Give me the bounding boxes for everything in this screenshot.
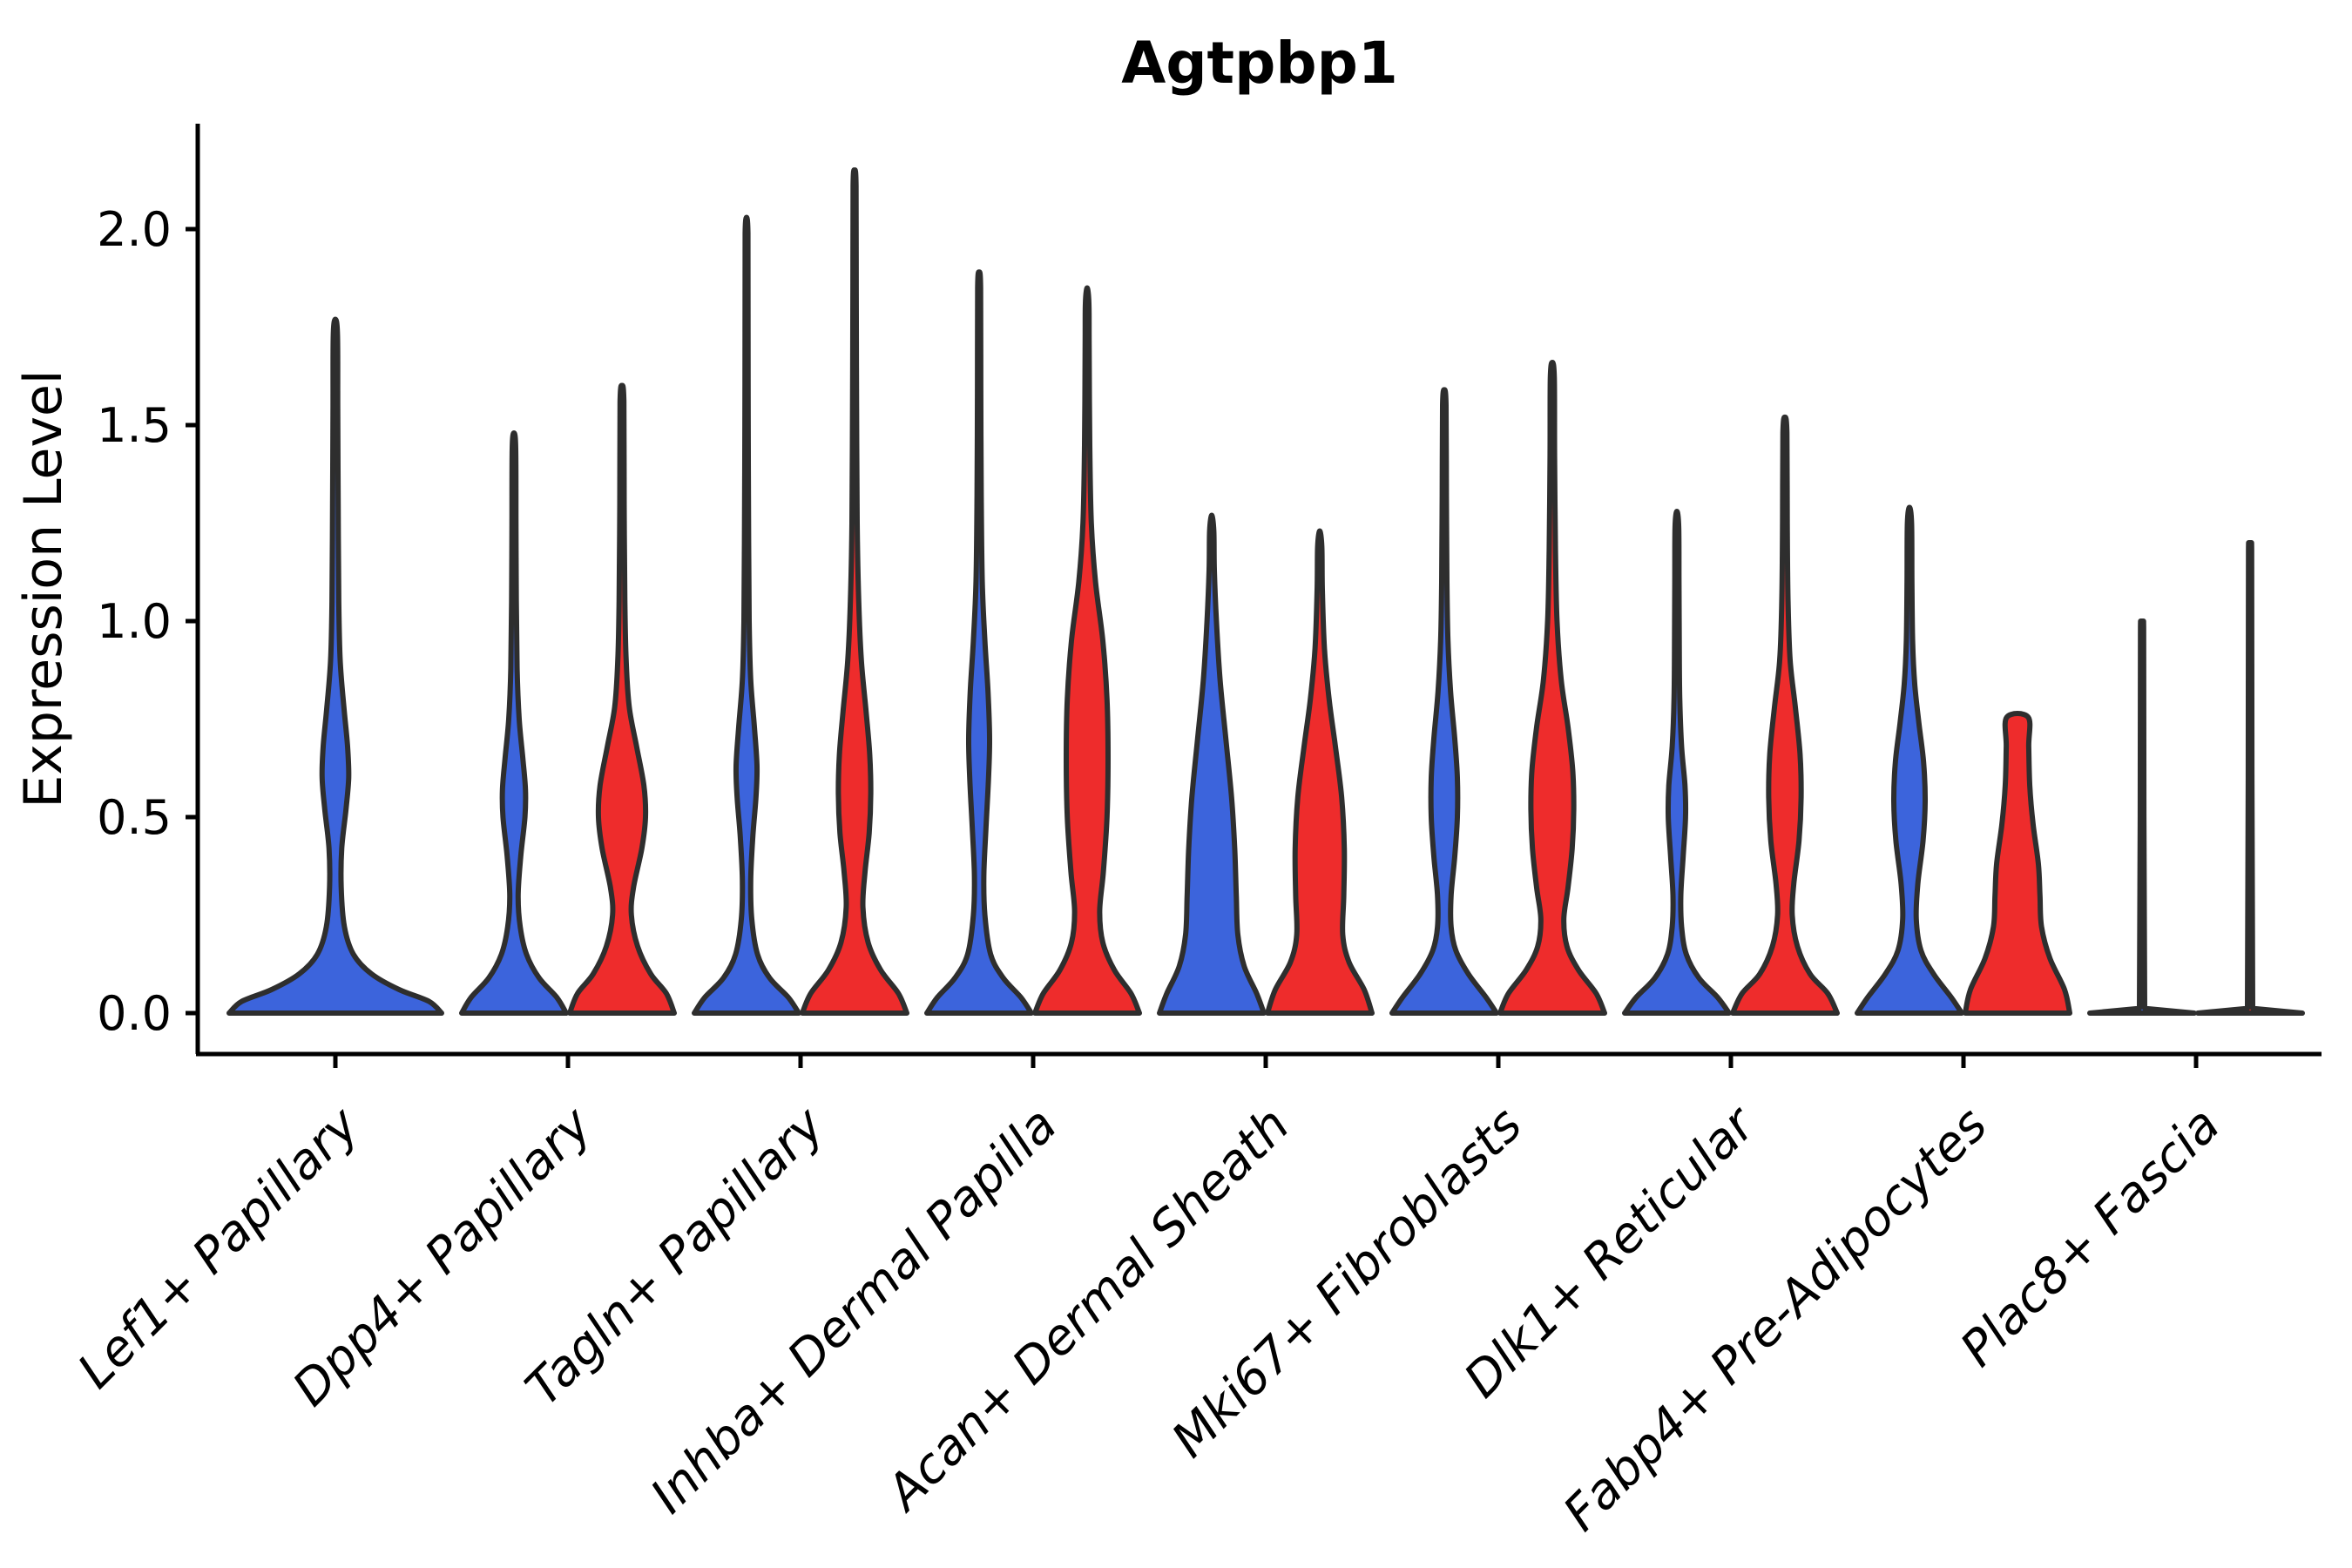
- violin-blue-dpp4-papillary: [459, 430, 569, 1016]
- x-tick-label-acan-dermal-sheath: Acan+ Dermal Sheath: [875, 1097, 1301, 1523]
- violin-red-mki67-fibroblasts: [1497, 360, 1607, 1016]
- violin-blue-dlk1-reticular: [1622, 509, 1732, 1016]
- y-tick-label-2.0: 2.0: [97, 202, 172, 257]
- y-axis-label: Expression Level: [13, 369, 74, 808]
- violin-red-acan-dermal-sheath: [1265, 528, 1375, 1016]
- violin-red-dlk1-reticular: [1730, 414, 1840, 1016]
- violin-blue-acan-dermal-sheath: [1157, 512, 1267, 1016]
- violin-red-dpp4-papillary: [567, 382, 677, 1016]
- violin-blue-inhba-dermal-papilla: [924, 269, 1034, 1016]
- violin-blue-plac8-fascia: [2087, 618, 2197, 1016]
- violin-red-plac8-fascia: [2195, 540, 2305, 1016]
- violin-blue-tagln-papillary: [692, 214, 801, 1016]
- x-tick-label-inhba-dermal-papilla: Inhba+ Dermal Papilla: [640, 1097, 1068, 1524]
- y-tick-label-1.0: 1.0: [97, 594, 172, 649]
- violin-red-tagln-papillary: [800, 167, 909, 1016]
- x-tick-label-fabp4-pre-adipocytes: Fabp4+ Pre-Adipocytes: [1553, 1097, 1998, 1542]
- violin-blue-lef1-papillary: [226, 316, 444, 1016]
- violin-blue-fabp4-pre-adipocytes: [1855, 504, 1964, 1016]
- y-tick-label-0.0: 0.0: [97, 986, 172, 1041]
- violin-blue-mki67-fibroblasts: [1389, 387, 1499, 1016]
- violins-layer: [226, 167, 2305, 1016]
- y-tick-label-1.5: 1.5: [97, 398, 172, 453]
- y-tick-label-0.5: 0.5: [97, 790, 172, 845]
- violin-red-fabp4-pre-adipocytes: [1963, 711, 2072, 1016]
- violin-red-inhba-dermal-papilla: [1032, 285, 1142, 1016]
- chart-title: Agtpbp1: [1121, 30, 1398, 97]
